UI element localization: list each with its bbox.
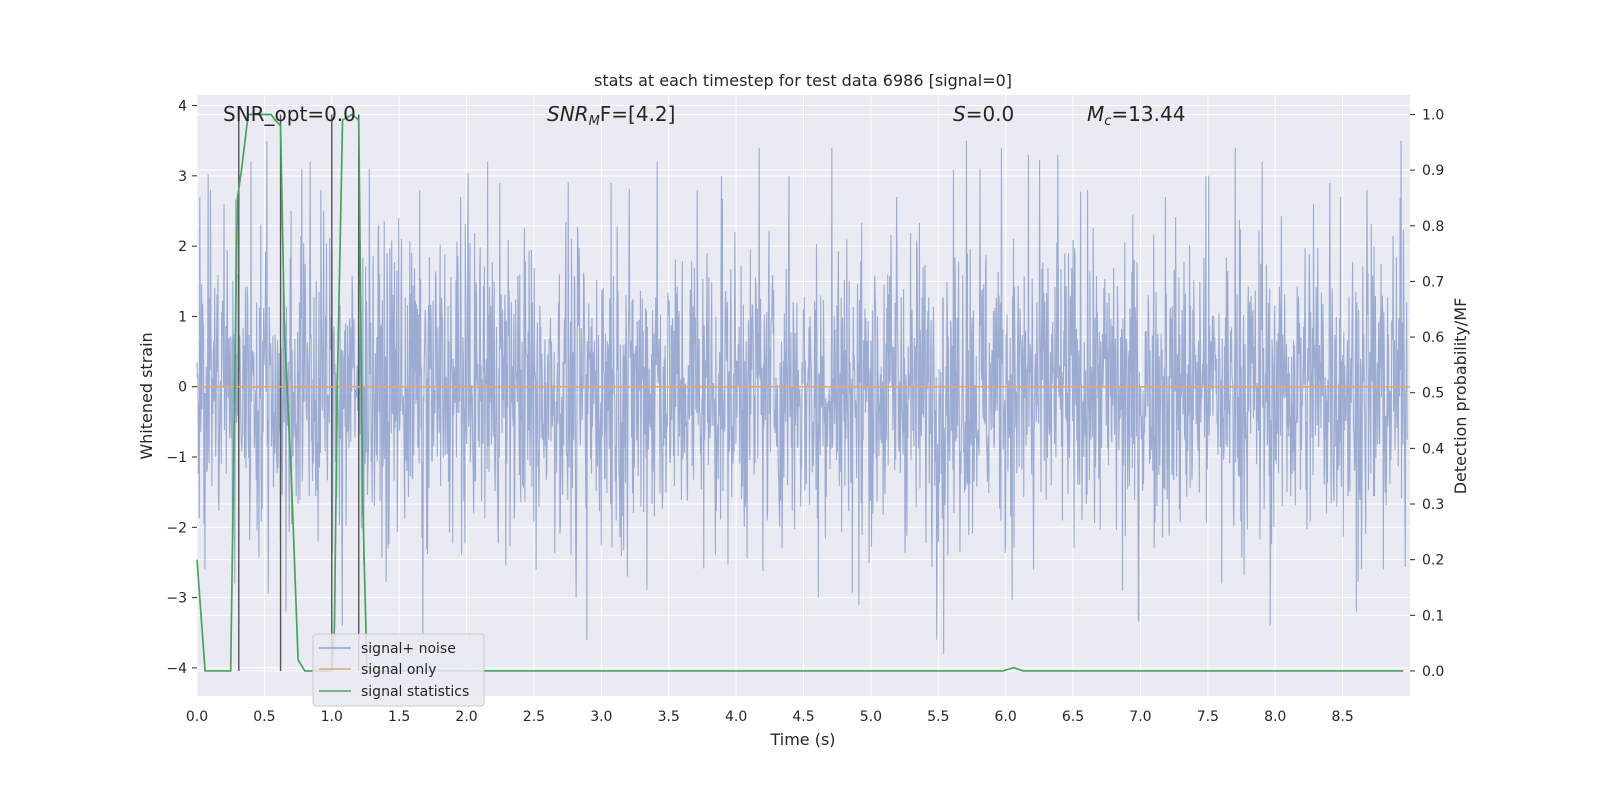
y-right-tick-label: 0.7 [1422,274,1444,290]
y-right-tick-label: 1.0 [1422,107,1444,123]
annotation-mc: Mc=13.44 [1087,102,1185,129]
y-right-tick-label: 0.5 [1422,386,1444,402]
x-axis-label: Time (s) [769,730,835,749]
y-axis-label-right: Detection probability/MF [1451,298,1470,495]
y-left-tick-label: 0 [178,380,187,396]
y-left-tick-label: −1 [166,450,187,466]
y-right-tick-label: 0.9 [1422,163,1444,179]
annotation-s-rest: =0.0 [966,102,1015,126]
y-left-tick-label: −4 [166,661,187,677]
x-tick-label: 3.0 [590,709,612,725]
y-left-tick-label: −2 [166,520,187,536]
x-tick-label: 2.0 [455,709,477,725]
x-tick-label: 4.5 [792,709,814,725]
y-right-tick-label: 0.2 [1422,553,1444,569]
y-left-tick-label: −3 [166,591,187,607]
annotation-snr-mf-sub: M [589,114,600,129]
x-tick-label: 4.0 [725,709,747,725]
legend-label-signal-noise: signal+ noise [361,641,456,657]
annotation-s: S=0.0 [953,102,1014,126]
x-tick-label: 7.0 [1129,709,1151,725]
series-signal-noise-line [196,140,1409,654]
annotation-snr-opt: SNR_opt=0.0 [223,102,356,126]
x-tick-label: 0.5 [253,709,275,725]
annotation-s-symbol: S [953,102,966,126]
x-tick-label: 5.5 [927,709,949,725]
legend: signal+ noise signal only signal statist… [312,633,485,707]
vertical-lines-layer [238,114,360,671]
y-left-tick-label: 4 [178,99,187,115]
legend-label-signal-statistics: signal statistics [361,684,469,700]
annotation-snr-mf: SNRMF=[4.2] [547,102,675,129]
x-tick-label: 6.0 [995,709,1017,725]
y-right-tick-label: 0.4 [1422,441,1444,457]
chart-title: stats at each timestep for test data 698… [594,71,1012,90]
annotation-mc-rest: =13.44 [1111,102,1185,126]
tick-layer: 0.0 0.5 1.0 1.5 2.0 2.5 3.0 3.5 4.0 4.5 5.0 5.5 6.0 6… [166,99,1444,725]
y-right-tick-label: 0.3 [1422,497,1444,513]
annotation-snr-mf-symbol: SNR [547,102,589,126]
x-tick-label: 8.5 [1331,709,1353,725]
y-left-tick-label: 2 [178,239,187,255]
x-tick-label: 6.5 [1062,709,1084,725]
y-left-tick-label: 3 [178,169,187,185]
annotation-snr-mf-rest: F=[4.2] [600,102,676,126]
noise-layer [196,140,1409,654]
x-tick-label: 2.5 [523,709,545,725]
y-right-tick-label: 0.6 [1422,330,1444,346]
legend-box [312,633,485,707]
x-tick-label: 1.5 [388,709,410,725]
y-axis-label-left: Whitened strain [137,332,156,459]
x-tick-label: 8.0 [1264,709,1286,725]
x-tick-label: 5.0 [860,709,882,725]
y-right-tick-label: 0.0 [1422,664,1444,680]
x-tick-label: 0.0 [186,709,208,725]
y-left-tick-label: 1 [178,309,187,325]
y-right-tick-label: 0.8 [1422,219,1444,235]
x-tick-label: 1.0 [321,709,343,725]
y-right-tick-label: 0.1 [1422,608,1444,624]
legend-label-signal-only: signal only [361,662,436,678]
annotation-mc-symbol: M [1087,102,1104,126]
annotation-mc-sub: c [1104,114,1111,129]
x-tick-label: 3.5 [658,709,680,725]
x-tick-label: 7.5 [1197,709,1219,725]
